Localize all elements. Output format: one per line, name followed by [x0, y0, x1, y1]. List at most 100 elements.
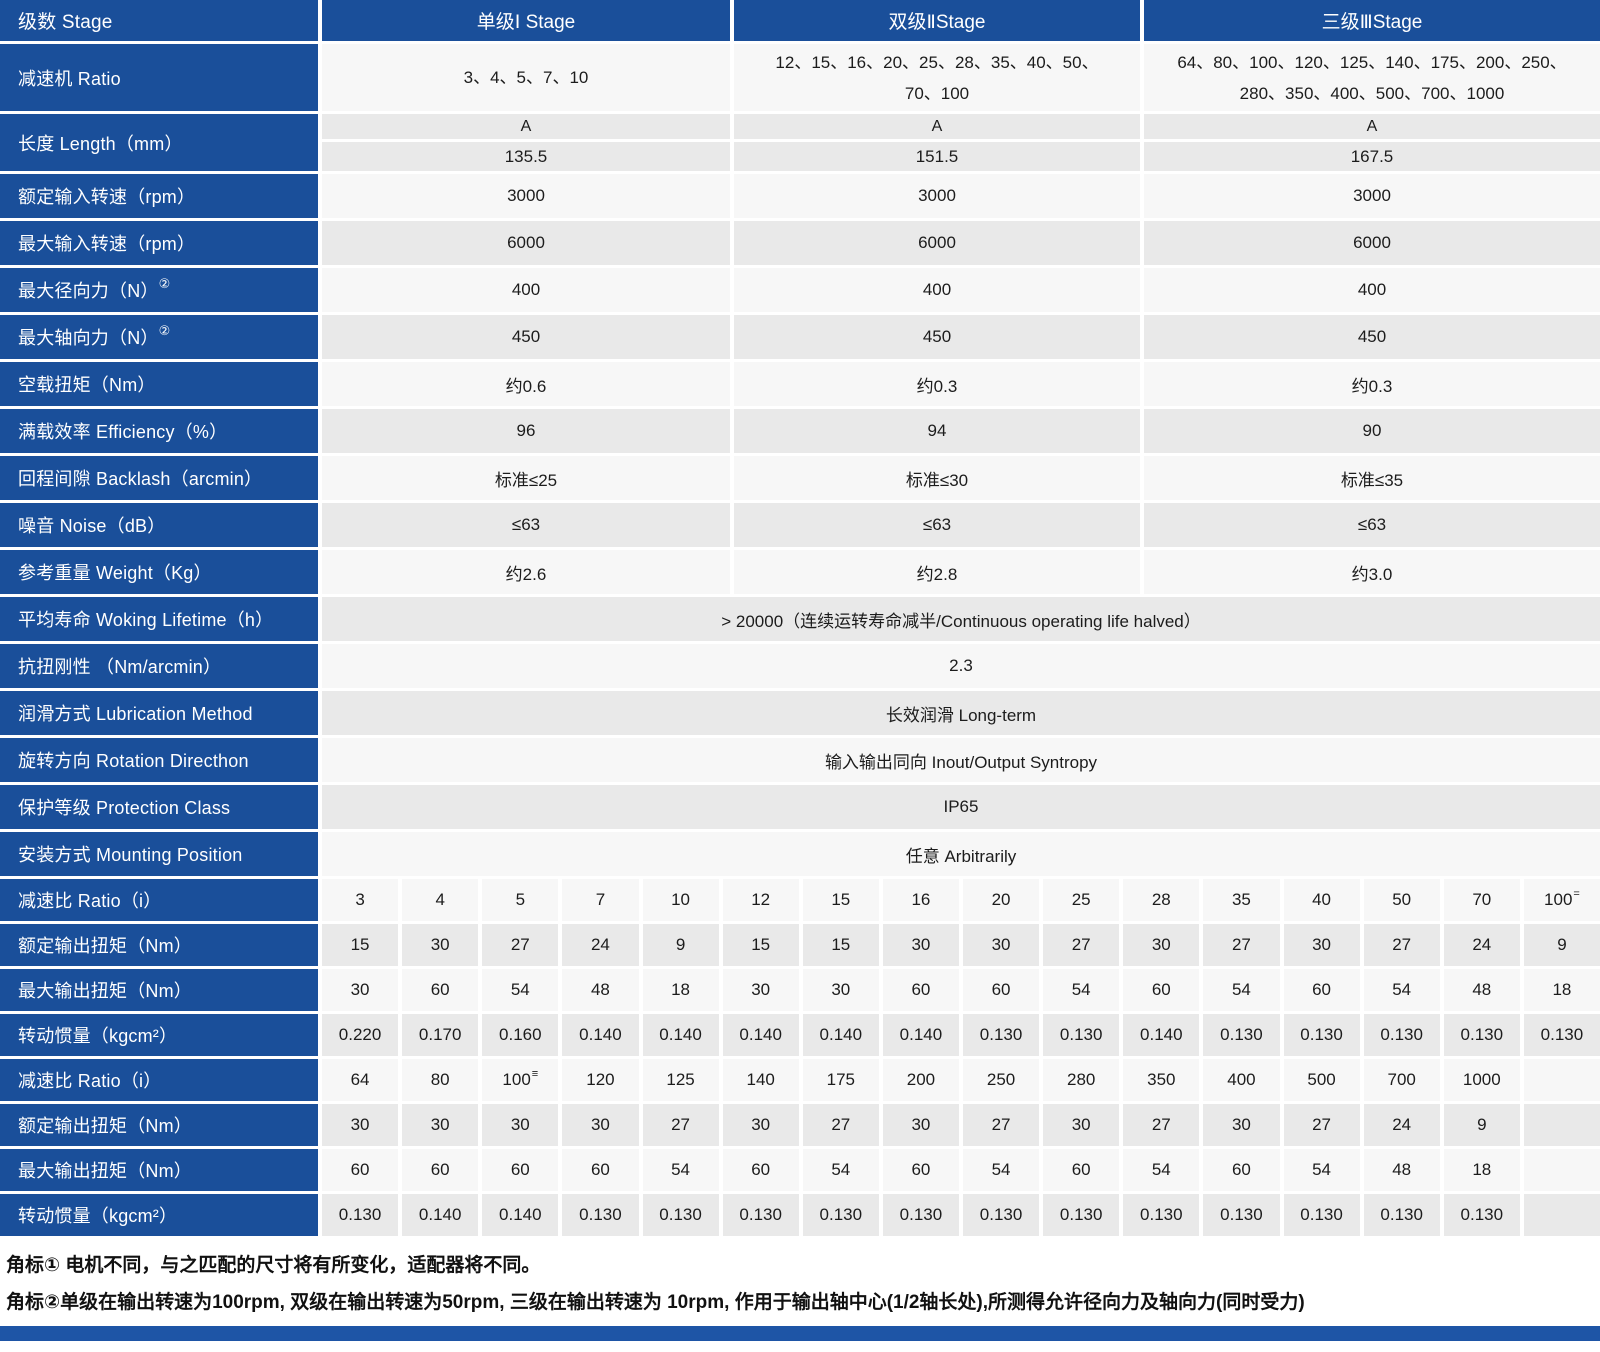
- ratio-value-cell: 7: [562, 879, 639, 921]
- ratio-value-cell-text: 30: [350, 1115, 370, 1134]
- spec-span-value-cell-text: 2.3: [949, 656, 973, 675]
- ratio-value-cell-text: 60: [590, 1160, 610, 1179]
- spec-value-cell: 64、80、100、120、125、140、175、200、250、280、35…: [1144, 44, 1600, 111]
- spec-value-cell: 标准≤35: [1144, 456, 1600, 500]
- ratio-value-cell-text: 27: [1231, 935, 1251, 954]
- ratio-value-cell: 54: [1043, 969, 1120, 1011]
- ratio-value-cell-text: 28: [1151, 890, 1171, 909]
- ratio-value-cell-text: 15: [831, 890, 851, 909]
- bottom-accent-bar: [0, 1326, 1600, 1341]
- dual-subrow: 135.5 151.5 167.5: [322, 142, 1600, 171]
- spec-value-cell-text: 94: [927, 421, 947, 440]
- ratio-value-cell-text: 100: [1544, 890, 1573, 909]
- ratio-value-cell: 15: [722, 924, 799, 966]
- ratio-value-cell-text: 30: [510, 1115, 530, 1134]
- ratio-value-cell: 0.140: [722, 1014, 799, 1056]
- ratio-value-cell: 27: [1043, 924, 1120, 966]
- spec-value-cell: 约3.0: [1144, 550, 1600, 594]
- spec-row: 空载扭矩（Nm） 约0.6 约0.3 约0.3: [0, 362, 1600, 406]
- spec-value-cell: 96: [322, 409, 730, 453]
- ratio-value-cell: 100 =: [1523, 879, 1600, 921]
- spec-value-cell-text: 约2.6: [505, 564, 547, 584]
- row-label: 最大输出扭矩（Nm）: [0, 1149, 318, 1191]
- ratio-value-cell-text: 0.130: [979, 1025, 1023, 1044]
- row-label-text: 最大径向力（N）: [18, 281, 159, 301]
- ratio-value-cell-text: 30: [1231, 1115, 1251, 1134]
- row-label-text: 抗扭刚性 （Nm/arcmin）: [18, 657, 222, 677]
- ratio-value-cell-text: 48: [1392, 1160, 1412, 1179]
- ratio-value-cell: 0.130: [882, 1194, 959, 1236]
- spec-value-cell-text: 450: [1357, 327, 1387, 346]
- ratio-value-cell-text: 54: [831, 1160, 851, 1179]
- spec-value-cell: 450: [1144, 315, 1600, 359]
- spec-value-cell: 6000: [322, 221, 730, 265]
- spec-value-cell: ≤63: [1144, 503, 1600, 547]
- spec-span-value-cell: 2.3: [322, 644, 1600, 688]
- ratio-value-cell-text: 54: [991, 1160, 1011, 1179]
- ratio-value-cell: 40: [1283, 879, 1360, 921]
- row-label: 满载效率 Efficiency（%）: [0, 409, 318, 453]
- row-label-text: 润滑方式 Lubrication Method: [18, 704, 253, 724]
- ratio-value-cell-text: 0.140: [1140, 1025, 1183, 1044]
- ratio-value-cell: 250: [963, 1059, 1040, 1101]
- ratio-value-cell: 30: [1123, 924, 1200, 966]
- ratio-table-row: 最大输出扭矩（Nm） 60 60 60 60 54 60 54 60 54 60 54 60 54 48 18: [0, 1149, 1600, 1191]
- ratio-value-cell-text: 54: [1312, 1160, 1332, 1179]
- ratio-value-cell: 0.130: [1523, 1014, 1600, 1056]
- ratio-value-cell: 50: [1363, 879, 1440, 921]
- ratio-value-cell: 54: [642, 1149, 719, 1191]
- ratio-value-cell-text: 30: [1312, 935, 1332, 954]
- spec-row: 润滑方式 Lubrication Method 长效润滑 Long-term: [0, 691, 1600, 735]
- ratio-value-cell-text: 27: [671, 1115, 691, 1134]
- spec-value-cell: 3000: [1144, 174, 1600, 218]
- ratio-value-cell-text: 60: [510, 1160, 530, 1179]
- spec-row: 保护等级 Protection Class IP65: [0, 785, 1600, 829]
- ratio-value-cell: 200: [882, 1059, 959, 1101]
- ratio-value-cell-text: 27: [1312, 1115, 1332, 1134]
- spec-value-cell-text: ≤63: [922, 515, 952, 534]
- ratio-value-cell-text: 3: [355, 890, 365, 909]
- ratio-value-cell: 30: [322, 969, 399, 1011]
- spec-value-cell-text: A: [1366, 117, 1378, 135]
- ratio-value-cell-text: 0.130: [1300, 1025, 1343, 1044]
- ratio-value-cell: 0.130: [1043, 1194, 1120, 1236]
- ratio-value-cell-text: 700: [1387, 1070, 1416, 1089]
- ratio-value-cell: 30: [1283, 924, 1360, 966]
- ratio-value-cell: 27: [1123, 1104, 1200, 1146]
- spec-value-cell: 400: [734, 268, 1140, 312]
- ratio-value-cell: 70: [1443, 879, 1520, 921]
- ratio-value-cell: 30: [722, 969, 799, 1011]
- ratio-value-cell-text: 0.130: [1140, 1205, 1183, 1224]
- spec-row: 最大输入转速（rpm） 6000 6000 6000: [0, 221, 1600, 265]
- ratio-value-cell-text: 10: [671, 890, 691, 909]
- spec-value-cell: A: [322, 114, 730, 139]
- spec-value-cell: ≤63: [734, 503, 1140, 547]
- row-label: 噪音 Noise（dB）: [0, 503, 318, 547]
- ratio-value-cell: 140: [722, 1059, 799, 1101]
- spec-value-cell-text: 约2.8: [916, 564, 958, 584]
- ratio-value-cell-text: 30: [911, 935, 931, 954]
- ratio-value-cell: 60: [1123, 969, 1200, 1011]
- ratio-value-cell-text: 9: [675, 935, 686, 954]
- ratio-value-cell: 120: [562, 1059, 639, 1101]
- ratio-value-cell-text: 0.130: [1460, 1205, 1504, 1224]
- ratio-value-cell-text: 30: [430, 935, 450, 954]
- ratio-value-cell-text: 0.130: [1220, 1025, 1263, 1044]
- spec-value-cell-text: 151.5: [915, 146, 959, 166]
- ratio-value-cell-text: 30: [831, 980, 851, 999]
- ratio-value-cell-text: 60: [1312, 980, 1332, 999]
- ratio-value-cell: 25: [1043, 879, 1120, 921]
- ratio-value-cell-text: 9: [1477, 1115, 1487, 1134]
- ratio-value-cell-text: 60: [350, 1160, 370, 1179]
- ratio-value-cell-text: 18: [671, 980, 691, 999]
- ratio-value-cell: 100 ≡: [482, 1059, 559, 1101]
- ratio-value-cell-text: 70: [1472, 890, 1492, 909]
- spec-value-cell-text: A: [931, 117, 943, 135]
- ratio-value-cell-text: 60: [751, 1160, 771, 1179]
- spec-span-value-cell-text: 长效润滑 Long-term: [885, 705, 1037, 725]
- row-label: 空载扭矩（Nm）: [0, 362, 318, 406]
- spec-span-value-cell: IP65: [322, 785, 1600, 829]
- spec-value-cell-text: 400: [922, 280, 952, 299]
- ratio-value-cell: 0.130: [963, 1014, 1040, 1056]
- ratio-value-cell-text: 54: [1071, 980, 1091, 999]
